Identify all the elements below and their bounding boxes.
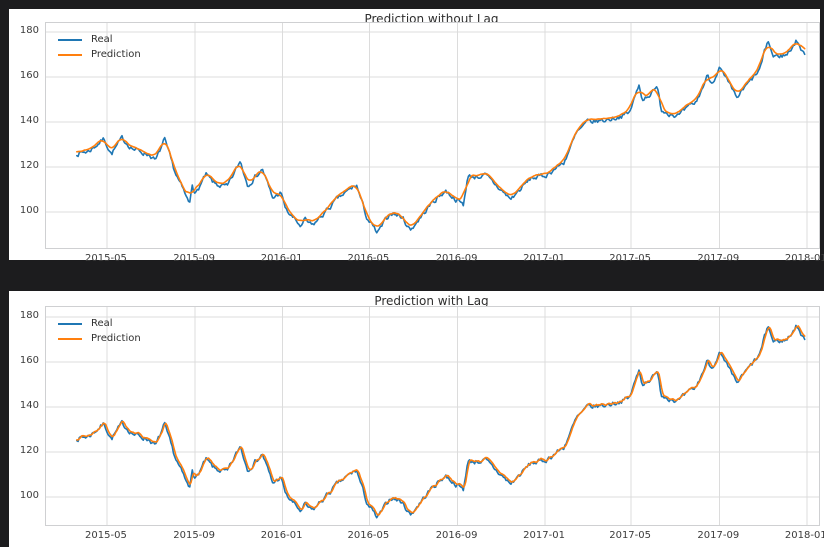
legend-label: Real [91, 34, 113, 45]
legend-item-prediction: Prediction [58, 331, 141, 346]
x-tick-label: 2016-05 [347, 530, 390, 541]
x-tick-label: 2015-05 [85, 530, 127, 541]
figure-panel-with-lag: Prediction with Lag Real Prediction 2015… [9, 291, 824, 547]
x-tick-label: 2016-01 [260, 253, 303, 264]
prediction-line-swatch [58, 337, 82, 340]
legend-label: Prediction [91, 49, 141, 60]
x-tick-label: 2016-01 [260, 530, 303, 541]
x-tick-label: 2016-05 [347, 253, 390, 264]
real-line-swatch [58, 322, 82, 325]
x-tick-label: 2017-05 [609, 530, 652, 541]
line-chart-canvas [46, 307, 819, 525]
line-chart-canvas [46, 23, 819, 248]
legend-item-prediction: Prediction [58, 47, 141, 62]
y-tick-label: 180 [19, 310, 39, 322]
x-tick-label: 2017-01 [523, 530, 565, 541]
y-tick-label: 120 [19, 444, 39, 456]
x-tick-label: 2015-09 [173, 530, 216, 541]
legend-item-real: Real [58, 32, 141, 47]
plot-area: Real Prediction [45, 306, 820, 526]
y-tick-label: 160 [19, 70, 39, 81]
legend: Real Prediction [58, 316, 141, 346]
x-tick-label: 2018-01 [784, 253, 824, 264]
x-tick-label: 2016-09 [435, 530, 478, 541]
legend-item-real: Real [58, 316, 141, 331]
y-tick-label: 120 [19, 160, 39, 171]
y-tick-label: 100 [19, 205, 39, 216]
y-tick-label: 140 [19, 400, 39, 411]
chart-title: Prediction with Lag [374, 294, 489, 308]
legend-label: Real [91, 318, 113, 329]
legend-label: Prediction [91, 333, 141, 344]
x-tick-label: 2015-05 [85, 253, 127, 264]
x-tick-label: 2017-09 [697, 253, 740, 264]
x-tick-label: 2015-09 [173, 253, 216, 264]
x-tick-label: 2017-01 [523, 253, 565, 264]
x-tick-label: 2016-09 [435, 253, 478, 264]
plot-area: Real Prediction [45, 22, 820, 249]
x-tick-label: 2018-01 [784, 530, 824, 541]
prediction-line-swatch [58, 53, 82, 56]
y-tick-label: 140 [19, 115, 39, 126]
y-tick-label: 160 [19, 355, 39, 367]
x-tick-label: 2017-09 [697, 530, 740, 541]
x-tick-label: 2017-05 [609, 253, 652, 264]
figure-panel-without-lag: Prediction without Lag Real Prediction 2… [9, 9, 824, 264]
legend: Real Prediction [58, 32, 141, 62]
real-line-swatch [58, 38, 82, 41]
y-tick-label: 180 [19, 25, 39, 36]
y-tick-label: 100 [19, 489, 39, 501]
